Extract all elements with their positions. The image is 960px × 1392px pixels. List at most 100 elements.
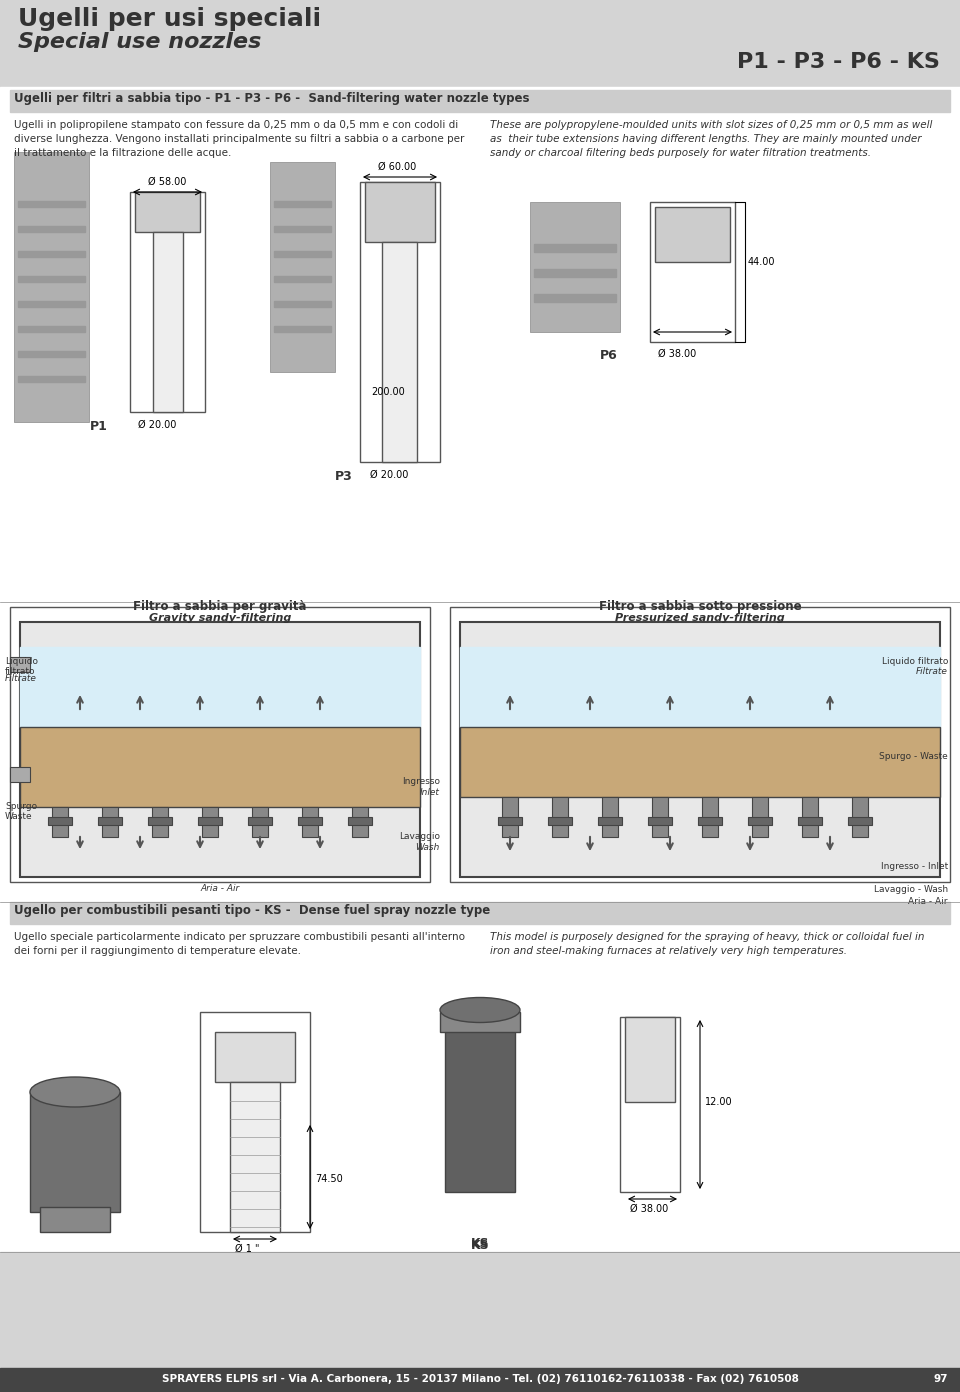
Text: Ingresso: Ingresso [402, 777, 440, 786]
Bar [460, 647, 940, 727]
Text: Gravity sandy-filtering: Gravity sandy-filtering [149, 612, 291, 624]
Bar [534, 244, 616, 252]
Text: Ø 38.00: Ø 38.00 [630, 1204, 668, 1214]
Bar [702, 798, 718, 837]
Text: P1: P1 [90, 420, 108, 433]
Bar [440, 1012, 520, 1031]
Bar [48, 817, 72, 825]
Text: Pressurized sandy-filtering: Pressurized sandy-filtering [615, 612, 785, 624]
Bar [652, 798, 668, 837]
Text: P1 - P3 - P6 - KS: P1 - P3 - P6 - KS [737, 52, 940, 72]
Text: These are polypropylene-moulded units with slot sizes of 0,25 mm or 0,5 mm as we: These are polypropylene-moulded units wi… [490, 120, 932, 159]
Bar [215, 1031, 295, 1082]
Bar [0, 902, 960, 1251]
Text: Inlet: Inlet [420, 788, 440, 798]
Bar [18, 351, 85, 356]
Bar [348, 817, 372, 825]
Text: Ugello per combustibili pesanti tipo - KS -  Dense fuel spray nozzle type: Ugello per combustibili pesanti tipo - K… [14, 903, 491, 917]
Bar [18, 326, 85, 333]
Text: 74.50: 74.50 [315, 1173, 343, 1185]
Bar [10, 90, 950, 111]
Bar [274, 326, 331, 333]
Text: Ingresso - Inlet: Ingresso - Inlet [880, 862, 948, 871]
Text: Ø 60.00: Ø 60.00 [378, 161, 417, 173]
Bar [10, 902, 950, 924]
Text: Ugelli per usi speciali: Ugelli per usi speciali [18, 7, 322, 31]
Text: P3: P3 [335, 470, 352, 483]
Bar [382, 242, 417, 462]
Text: Lavaggio - Wash: Lavaggio - Wash [874, 885, 948, 894]
Text: Ugelli per filtri a sabbia tipo - P1 - P3 - P6 -  Sand-filtering water nozzle ty: Ugelli per filtri a sabbia tipo - P1 - P… [14, 92, 530, 104]
Bar [148, 817, 172, 825]
Text: P6: P6 [600, 349, 617, 362]
Text: KS: KS [470, 1239, 490, 1251]
Bar [655, 207, 730, 262]
Text: 200.00: 200.00 [372, 387, 405, 397]
Bar [102, 807, 118, 837]
Bar [534, 269, 616, 277]
Bar [602, 798, 618, 837]
Bar [40, 1207, 110, 1232]
Text: Ø 38.00: Ø 38.00 [658, 349, 696, 359]
Bar [274, 276, 331, 283]
Bar [498, 817, 522, 825]
Bar [274, 226, 331, 232]
Bar [748, 817, 772, 825]
Bar [460, 727, 940, 798]
Text: Wash: Wash [416, 844, 440, 852]
Text: Lavaggio: Lavaggio [399, 832, 440, 841]
Text: Ø 1 ": Ø 1 " [235, 1244, 259, 1254]
Text: Liquido
filtrato: Liquido filtrato [5, 657, 38, 677]
Bar [18, 251, 85, 258]
Bar [0, 1368, 960, 1392]
Bar [502, 798, 518, 837]
Bar [620, 1018, 680, 1192]
Bar [18, 276, 85, 283]
Bar [352, 807, 368, 837]
Text: Filtrate: Filtrate [916, 667, 948, 677]
Bar [798, 817, 822, 825]
Text: KS: KS [470, 1237, 490, 1250]
Bar [135, 192, 200, 232]
Text: 12.00: 12.00 [705, 1097, 732, 1107]
Ellipse shape [440, 998, 520, 1023]
Text: Aria - Air: Aria - Air [908, 896, 948, 906]
Bar [0, 601, 960, 902]
Text: Spurgo - Waste: Spurgo - Waste [879, 752, 948, 761]
Bar [248, 817, 272, 825]
Text: 44.00: 44.00 [748, 258, 776, 267]
Text: Liquido filtrato: Liquido filtrato [881, 657, 948, 665]
Bar [365, 182, 435, 242]
Text: Filtrate: Filtrate [5, 674, 36, 683]
Bar [360, 182, 440, 462]
Text: Ø 58.00: Ø 58.00 [148, 177, 186, 187]
Bar [598, 817, 622, 825]
Bar [548, 817, 572, 825]
Bar [202, 807, 218, 837]
Bar [698, 817, 722, 825]
Bar [298, 817, 322, 825]
Text: Aria - Air: Aria - Air [201, 884, 240, 894]
Bar [18, 226, 85, 232]
Text: SPRAYERS ELPIS srl - Via A. Carbonera, 15 - 20137 Milano - Tel. (02) 76110162-76: SPRAYERS ELPIS srl - Via A. Carbonera, 1… [161, 1374, 799, 1384]
Bar [18, 301, 85, 308]
Bar [20, 647, 420, 727]
Bar [0, 1251, 960, 1392]
Bar [648, 817, 672, 825]
Text: Filtro a sabbia per gravità: Filtro a sabbia per gravità [133, 600, 307, 612]
Bar [18, 376, 85, 381]
Bar [52, 807, 68, 837]
Bar [460, 622, 940, 877]
Bar [450, 607, 950, 883]
Bar [802, 798, 818, 837]
Bar [534, 294, 616, 302]
Bar [30, 1091, 120, 1212]
Text: 97: 97 [933, 1374, 948, 1384]
Bar [445, 1018, 515, 1192]
Bar [10, 767, 30, 782]
Bar [252, 807, 268, 837]
Text: Ugelli in polipropilene stampato con fessure da 0,25 mm o da 0,5 mm e con codoli: Ugelli in polipropilene stampato con fes… [14, 120, 465, 159]
Bar [625, 1018, 675, 1102]
Text: Ø 20.00: Ø 20.00 [370, 470, 408, 480]
Bar [152, 807, 168, 837]
